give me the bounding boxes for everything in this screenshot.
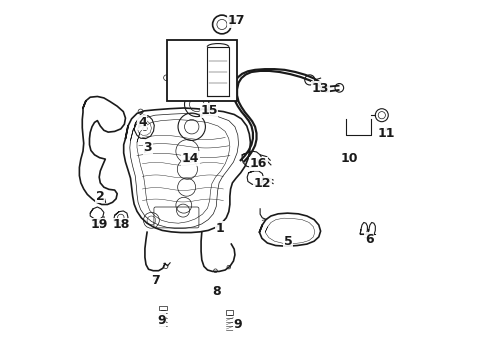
Text: 2: 2 <box>96 190 105 203</box>
Text: 9: 9 <box>234 318 242 331</box>
Text: 14: 14 <box>181 152 199 165</box>
Text: 19: 19 <box>91 219 108 231</box>
Bar <box>167 40 237 101</box>
Bar <box>226 310 233 315</box>
Text: 7: 7 <box>150 274 159 287</box>
Text: 5: 5 <box>284 235 293 248</box>
Bar <box>159 306 167 310</box>
Text: 9: 9 <box>157 314 166 327</box>
Text: 15: 15 <box>200 104 218 117</box>
Text: 12: 12 <box>253 177 271 190</box>
Text: 17: 17 <box>227 14 245 27</box>
Text: 18: 18 <box>112 219 129 231</box>
Text: 13: 13 <box>312 82 329 95</box>
Text: 11: 11 <box>378 127 395 140</box>
Text: 10: 10 <box>341 152 358 165</box>
Text: 6: 6 <box>365 233 373 246</box>
Bar <box>207 47 229 96</box>
Text: 16: 16 <box>249 157 267 170</box>
Text: 8: 8 <box>212 285 220 298</box>
Text: 3: 3 <box>144 141 152 154</box>
Text: 4: 4 <box>138 116 147 129</box>
Text: 1: 1 <box>216 222 224 235</box>
